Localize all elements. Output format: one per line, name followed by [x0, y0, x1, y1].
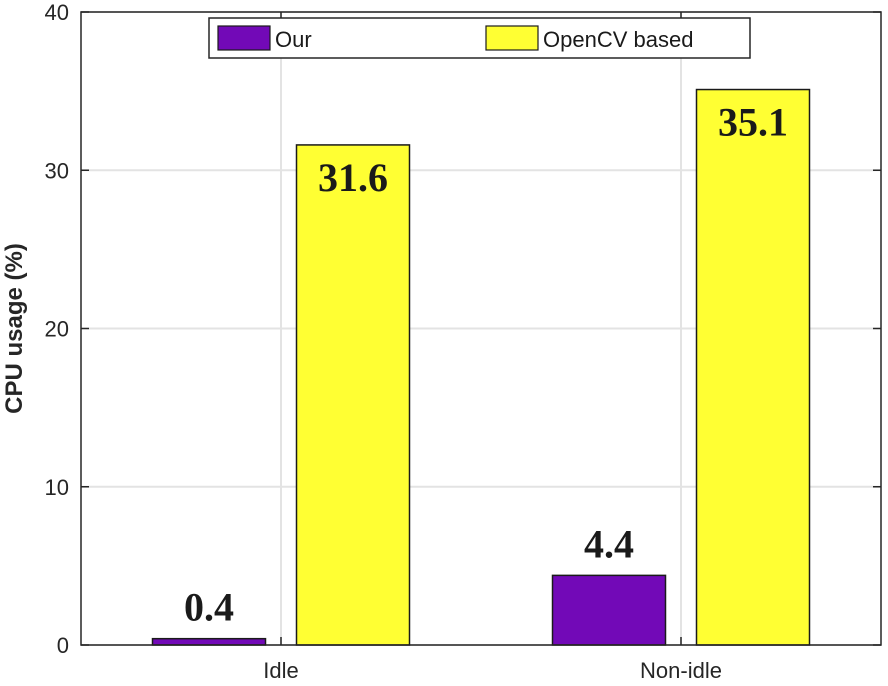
data-labels: 0.4 4.4 31.6 35.1: [184, 100, 788, 630]
legend: Our OpenCV based: [208, 17, 751, 59]
legend-label: OpenCV based: [543, 27, 693, 52]
y-axis-label: CPU usage (%): [1, 243, 28, 414]
data-label: 4.4: [584, 521, 634, 566]
x-axis-ticks: Idle Non-idle: [263, 12, 722, 683]
legend-swatch: [217, 25, 271, 51]
bar-opencv-non-idle: [695, 88, 811, 646]
y-tick-label: 40: [45, 0, 69, 25]
bar-our-non-idle: [551, 574, 667, 646]
x-tick-label: Non-idle: [640, 658, 722, 683]
y-tick-label: 0: [57, 633, 69, 658]
y-axis-ticks: 0 10 20 30 40: [45, 0, 881, 658]
data-label: 31.6: [318, 155, 388, 200]
data-label: 35.1: [718, 100, 788, 145]
bar-opencv-idle: [295, 144, 411, 646]
legend-box: [208, 17, 751, 59]
bar-our-idle: [151, 637, 267, 646]
y-tick-label: 30: [45, 158, 69, 183]
bars: [151, 88, 811, 646]
legend-label: Our: [275, 27, 312, 52]
x-tick-label: Idle: [263, 658, 298, 683]
y-tick-label: 20: [45, 317, 69, 342]
y-tick-label: 10: [45, 475, 69, 500]
legend-swatch: [485, 25, 539, 51]
data-label: 0.4: [184, 585, 234, 630]
